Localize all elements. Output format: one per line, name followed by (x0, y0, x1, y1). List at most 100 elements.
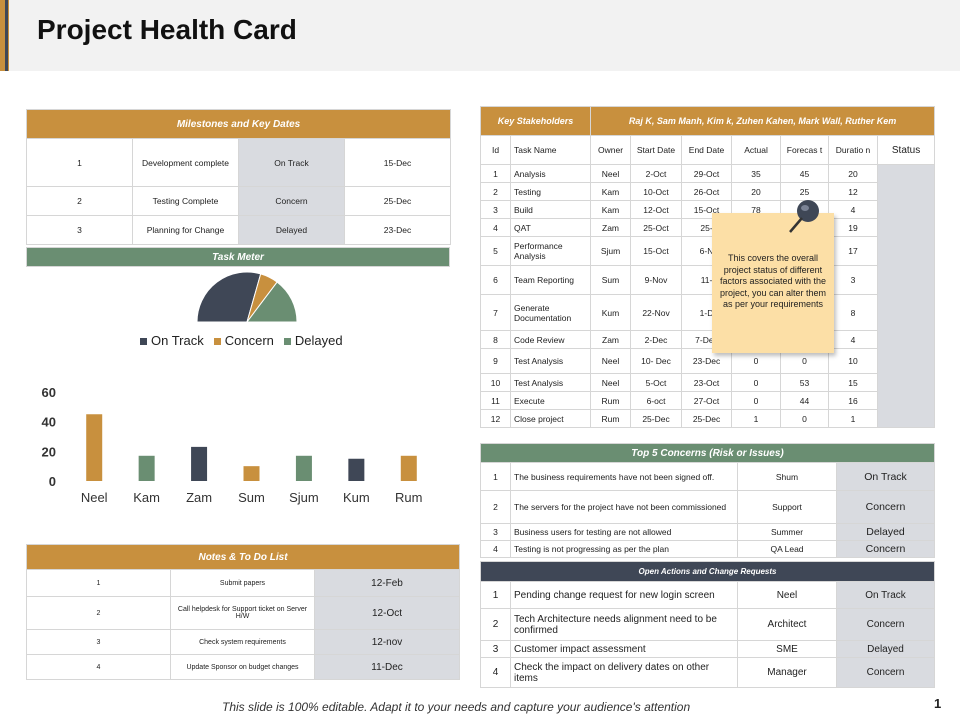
action-status: Concern (835, 657, 936, 688)
task-end: 26-Oct (681, 182, 733, 201)
table-row: 1 Development complete On Track 15-Dec (26, 138, 451, 187)
concern-owner: Summer (737, 523, 837, 541)
task-id: 11 (480, 391, 511, 410)
task-end: 25-Dec (681, 409, 733, 428)
task-end: 23-Oct (681, 373, 733, 392)
y-tick-label: 60 (42, 385, 56, 400)
note-id: 2 (26, 596, 171, 630)
page-title: Project Health Card (37, 14, 297, 45)
table-row: 1 The business requirements have not bee… (480, 462, 936, 491)
notes-table: Notes & To Do List 1 Submit papers 12-Fe… (25, 544, 461, 680)
legend-item-delayed: Delayed (283, 333, 343, 348)
task-actual: 0 (731, 391, 782, 410)
table-row: 1 Analysis Neel 2-Oct 29-Oct 35 45 20 (480, 164, 936, 428)
task-owner: Neel (590, 373, 632, 392)
milestone-id: 3 (26, 215, 133, 245)
milestone-id: 2 (26, 186, 133, 216)
concern-text: The servers for the project have not bee… (510, 490, 738, 524)
col-header: Forecas t (780, 135, 830, 165)
table-row: 4 Check the impact on delivery dates on … (480, 657, 936, 688)
task-start: 25-Dec (630, 409, 683, 428)
actions-header: Open Actions and Change Requests (479, 561, 936, 582)
table-row: 3 Build Kam 12-Oct 15-Oct 78 4 (480, 200, 935, 219)
stakeholders-label: Key Stakeholders (479, 106, 592, 136)
notes-header: Notes & To Do List (25, 544, 461, 570)
milestone-name: Planning for Change (132, 215, 239, 245)
action-status: Delayed (835, 640, 936, 658)
task-start: 9-Nov (630, 265, 683, 295)
task-owner: Kam (590, 200, 632, 219)
task-duration: 12 (828, 182, 879, 201)
milestone-name: Testing Complete (132, 186, 239, 216)
col-header: End Date (681, 135, 733, 165)
action-text: Check the impact on delivery dates on ot… (510, 657, 738, 688)
concern-text: Testing is not progressing as per the pl… (510, 540, 738, 558)
task-id: 7 (480, 294, 511, 331)
task-id: 1 (480, 164, 511, 183)
concern-id: 1 (480, 462, 511, 491)
task-start: 2-Oct (630, 164, 683, 183)
task-start: 10-Oct (630, 182, 683, 201)
owner-bar-chart: 0 20 40 60 Neel Kam Zam Sum Sjum Kum Rum (42, 385, 423, 505)
task-name: Code Review (509, 330, 592, 349)
task-duration: 17 (828, 236, 879, 266)
x-tick-label: Kum (343, 490, 370, 505)
concern-status: Concern (835, 490, 936, 524)
task-duration: 20 (828, 164, 879, 183)
task-name: Analysis (509, 164, 592, 183)
col-header: Start Date (630, 135, 683, 165)
task-meter-pie-chart (196, 271, 298, 323)
task-owner: Sjum (590, 236, 632, 266)
milestone-date: 23-Dec (344, 215, 451, 245)
milestone-status: Delayed (238, 215, 345, 245)
task-name: Testing (509, 182, 592, 201)
task-id: 10 (480, 373, 511, 392)
note-task: Call helpdesk for Support ticket on Serv… (170, 596, 315, 630)
task-duration: 1 (828, 409, 879, 428)
bar-neel (86, 414, 103, 481)
footer-text: This slide is 100% editable. Adapt it to… (222, 700, 691, 714)
y-tick-label: 0 (49, 474, 56, 489)
task-actual: 35 (731, 164, 782, 183)
task-owner: Neel (590, 348, 632, 374)
action-id: 1 (480, 581, 511, 609)
header-bar: Project Health Card (0, 0, 960, 71)
task-duration: 19 (828, 218, 879, 237)
task-owner: Neel (590, 164, 632, 183)
milestone-status: On Track (238, 138, 345, 187)
task-end: 27-Oct (681, 391, 733, 410)
x-tick-label: Sum (238, 490, 265, 505)
task-forecast: 45 (780, 164, 830, 183)
task-name: Close project (509, 409, 592, 428)
task-name: Build (509, 200, 592, 219)
concern-status: On Track (835, 462, 936, 491)
table-row: 6 Team Reporting Sum 9-Nov 11- 3 (480, 265, 935, 295)
task-id: 8 (480, 330, 511, 349)
task-name: Test Analysis (509, 348, 592, 374)
action-status: Concern (835, 608, 936, 641)
note-date: 11-Dec (313, 654, 461, 680)
task-id: 4 (480, 218, 511, 237)
table-row: 1 Pending change request for new login s… (480, 581, 936, 609)
milestone-date: 15-Dec (344, 138, 451, 187)
x-tick-label: Rum (395, 490, 422, 505)
legend-item-concern: Concern (213, 333, 274, 348)
action-id: 4 (480, 657, 511, 688)
table-row: 9 Test Analysis Neel 10- Dec 23-Dec 0 0 10 (480, 348, 935, 374)
pie-slice-delayed (245, 281, 298, 323)
task-duration: 10 (828, 348, 879, 374)
concern-status: Delayed (835, 523, 936, 541)
note-date: 12-nov (313, 629, 461, 655)
bar-sum (243, 466, 260, 481)
action-text: Pending change request for new login scr… (510, 581, 738, 609)
task-id: 2 (480, 182, 511, 201)
action-owner: Manager (737, 657, 837, 688)
task-forecast: 0 (780, 409, 830, 428)
task-duration: 4 (828, 200, 879, 219)
action-text: Customer impact assessment (510, 640, 738, 658)
table-row: 4 QAT Zam 25-Oct 25- 19 (480, 218, 935, 237)
action-id: 2 (480, 608, 511, 641)
tasks-header-row: Id Task Name Owner Start Date End Date A… (480, 135, 936, 165)
task-start: 10- Dec (630, 348, 683, 374)
task-meter-header-table: Task Meter (26, 247, 450, 267)
